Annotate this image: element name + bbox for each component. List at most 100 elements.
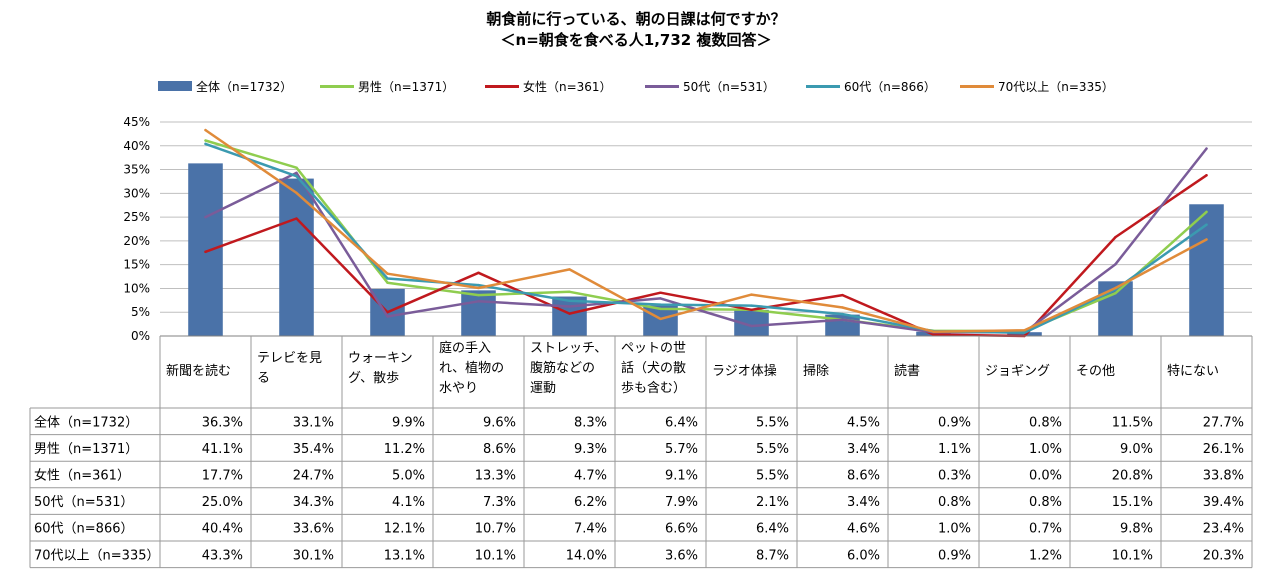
data-point <box>1114 235 1117 239</box>
data-point <box>750 308 753 312</box>
data-point <box>659 297 662 300</box>
legend-swatch <box>806 84 840 88</box>
x-tick-label: 腹筋などの <box>530 360 595 376</box>
data-point <box>1205 174 1208 177</box>
data-point <box>841 312 844 316</box>
legend-swatch <box>960 84 994 88</box>
data-point <box>1114 286 1117 290</box>
x-tick-label: ウォーキン <box>348 351 413 366</box>
data-point <box>1023 329 1026 332</box>
data-label: 1.0% <box>1029 442 1062 457</box>
data-point <box>568 299 571 303</box>
data-point <box>568 268 571 271</box>
data-label: 1.0% <box>938 522 971 537</box>
data-label: 35.4% <box>293 442 334 457</box>
data-point <box>659 291 662 294</box>
x-tick-label: 運動 <box>530 381 556 396</box>
data-point <box>841 306 844 309</box>
legend-swatch <box>158 81 192 91</box>
data-point <box>295 171 298 175</box>
data-point <box>750 304 753 307</box>
data-point <box>1114 262 1117 266</box>
data-point <box>477 300 480 303</box>
x-tick-label: グ、散歩 <box>348 371 399 386</box>
data-label: 11.2% <box>384 442 425 457</box>
series-line <box>204 142 1208 334</box>
y-tick-label: 15% <box>123 258 150 272</box>
data-label: 4.5% <box>847 415 880 430</box>
data-label: 5.5% <box>756 442 789 457</box>
y-tick-label: 20% <box>123 234 150 248</box>
data-point <box>1114 292 1117 295</box>
data-label: 6.4% <box>756 522 789 537</box>
legend-item: 女性（n=361） <box>485 76 612 96</box>
data-label: 0.8% <box>1029 415 1062 430</box>
chart-title: 朝食前に行っている、朝の日課は何ですか？ <box>486 10 786 28</box>
data-label: 40.4% <box>202 522 243 537</box>
x-tick-label: その他 <box>1076 364 1115 379</box>
legend-label: 男性（n=1371） <box>358 79 455 94</box>
y-tick-label: 35% <box>123 163 150 177</box>
x-tick-label: ストレッチ、 <box>530 341 607 356</box>
data-point <box>386 272 389 275</box>
data-label: 0.8% <box>1029 495 1062 510</box>
bar <box>1007 332 1042 336</box>
data-label: 9.3% <box>574 442 607 457</box>
table-row-header: 60代（n=866） <box>34 522 134 537</box>
data-point <box>1205 210 1208 214</box>
table-row-header: 50代（n=531） <box>34 495 134 510</box>
data-label: 5.5% <box>756 469 789 484</box>
legend-label: 全体（n=1732） <box>196 79 293 94</box>
table-row-header: 70代以上（n=335） <box>34 548 160 563</box>
data-point <box>1205 238 1208 241</box>
data-label: 33.8% <box>1203 469 1244 484</box>
legend-item: 60代（n=866） <box>806 76 936 96</box>
data-point <box>659 317 662 321</box>
data-label: 0.9% <box>938 548 971 563</box>
y-tick-label: 30% <box>123 186 150 200</box>
x-tick-label: 庭の手入 <box>439 340 491 356</box>
y-tick-label: 0% <box>131 329 150 343</box>
legend-swatch <box>320 84 354 88</box>
data-label: 43.3% <box>202 548 243 563</box>
x-tick-label: れ、植物の <box>439 361 504 376</box>
data-label: 0.3% <box>938 469 971 484</box>
data-label: 9.8% <box>1120 522 1153 537</box>
data-label: 23.4% <box>1203 522 1244 537</box>
data-label: 8.6% <box>483 442 516 457</box>
data-label: 0.9% <box>938 415 971 430</box>
bar <box>552 296 587 336</box>
data-point <box>750 324 753 328</box>
data-label: 3.6% <box>665 548 698 563</box>
data-label: 20.3% <box>1203 548 1244 563</box>
data-label: 8.3% <box>574 415 607 430</box>
data-point <box>1205 147 1208 150</box>
bar <box>643 305 678 336</box>
data-label: 24.7% <box>293 469 334 484</box>
data-label: 41.1% <box>202 442 243 457</box>
data-point <box>841 293 844 297</box>
data-label: 36.3% <box>202 415 243 430</box>
data-label: 10.1% <box>1112 548 1153 563</box>
data-point <box>477 283 480 287</box>
data-label: 12.1% <box>384 522 425 537</box>
data-label: 5.5% <box>756 415 789 430</box>
table-row-header: 全体（n=1732） <box>34 414 138 430</box>
data-label: 11.5% <box>1112 415 1153 430</box>
data-label: 8.6% <box>847 469 880 484</box>
bar <box>461 290 496 336</box>
data-label: 33.1% <box>293 415 334 430</box>
x-tick-label: 掃除 <box>803 363 829 379</box>
legend-label: 50代（n=531） <box>683 79 775 94</box>
data-point <box>1205 223 1208 226</box>
x-tick-label: 水やり <box>439 381 478 396</box>
table-row-header: 男性（n=1371） <box>34 442 138 457</box>
data-label: 6.6% <box>665 522 698 537</box>
data-label: 10.1% <box>475 548 516 563</box>
data-point <box>204 139 207 142</box>
legend-item: 50代（n=531） <box>645 76 775 96</box>
data-point <box>841 318 844 322</box>
data-point <box>750 293 753 296</box>
data-point <box>295 217 298 220</box>
data-label: 3.4% <box>847 495 880 510</box>
